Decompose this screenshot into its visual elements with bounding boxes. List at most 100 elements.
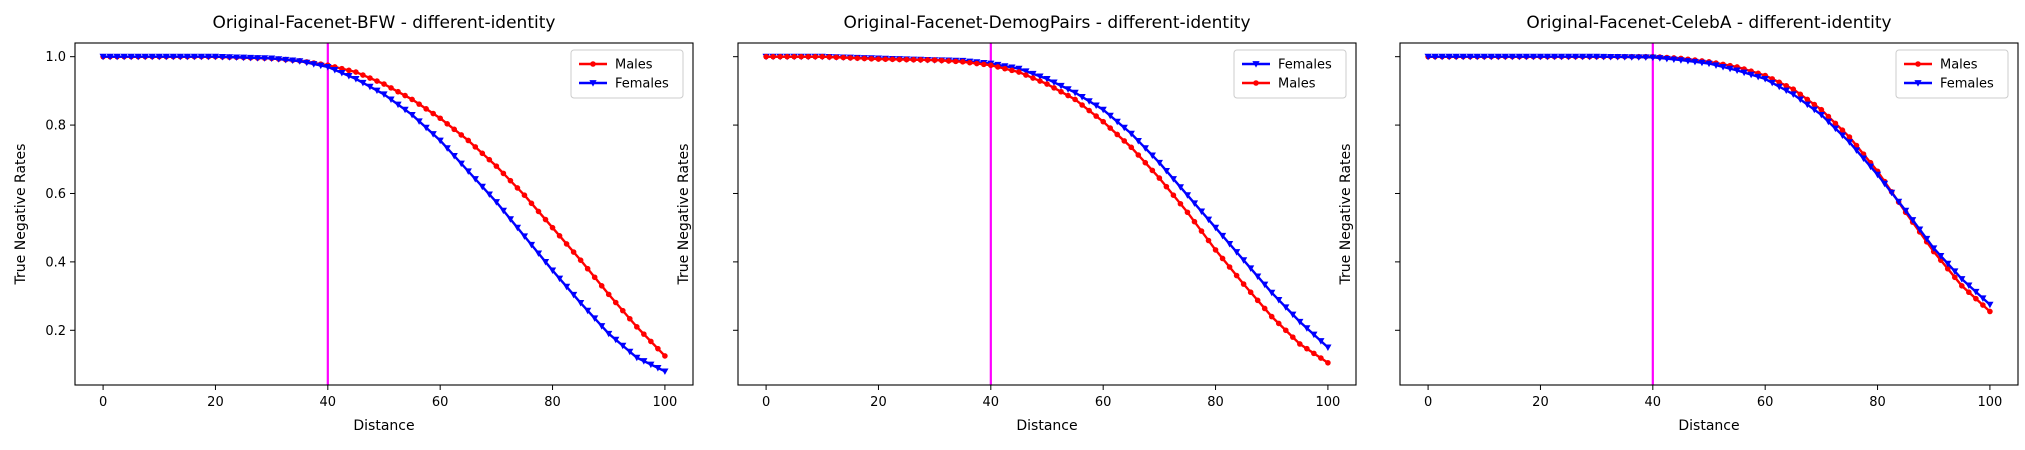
data-point xyxy=(1866,163,1875,171)
data-point xyxy=(847,55,854,61)
x-tick-label: 80 xyxy=(544,395,561,410)
data-point xyxy=(1311,350,1317,357)
data-point xyxy=(570,291,578,299)
data-point xyxy=(310,61,318,68)
data-point xyxy=(451,126,458,133)
chart-title: Original-Facenet-DemogPairs - different-… xyxy=(843,13,1250,33)
x-axis-label: Distance xyxy=(1016,418,1077,434)
legend-entry-males: Males xyxy=(1242,77,1316,92)
data-point xyxy=(952,58,959,65)
data-point xyxy=(500,170,507,177)
data-point xyxy=(1002,65,1008,72)
data-point xyxy=(1085,98,1093,105)
data-point xyxy=(1649,54,1657,61)
data-point xyxy=(1923,235,1931,243)
data-point xyxy=(1761,76,1769,83)
data-point xyxy=(980,61,987,68)
legend-box xyxy=(1233,49,1347,99)
data-point xyxy=(1318,355,1324,361)
data-point xyxy=(1986,301,1994,309)
data-point xyxy=(1211,224,1220,232)
data-point xyxy=(1452,53,1460,61)
data-point xyxy=(1536,53,1545,61)
data-point xyxy=(1733,67,1741,74)
data-point xyxy=(1508,53,1516,61)
data-point xyxy=(1107,125,1114,131)
data-point xyxy=(662,353,668,359)
data-point xyxy=(282,56,290,64)
data-point xyxy=(1670,56,1678,64)
data-point xyxy=(415,118,423,125)
data-point xyxy=(1310,331,1318,339)
data-point xyxy=(1873,171,1882,179)
data-point xyxy=(1057,82,1065,90)
data-point xyxy=(388,85,394,91)
x-tick-label: 100 xyxy=(1315,395,1340,410)
data-point xyxy=(1937,253,1945,260)
data-point xyxy=(1705,60,1713,68)
data-point xyxy=(317,62,325,70)
data-point xyxy=(352,76,360,83)
data-point xyxy=(1916,226,1924,233)
data-point xyxy=(436,137,444,145)
data-point xyxy=(1176,184,1185,191)
data-point xyxy=(289,57,297,65)
data-point xyxy=(493,163,500,169)
x-axis-label: Distance xyxy=(1678,418,1739,434)
legend: Males Females xyxy=(1895,49,2009,99)
y-tick-label: 0.2 xyxy=(45,324,66,339)
legend-entry-females: Females xyxy=(579,77,669,92)
x-tick-label: 60 xyxy=(1095,395,1112,410)
data-point xyxy=(1247,265,1255,272)
series-line xyxy=(103,55,666,357)
legend-marker xyxy=(1253,80,1259,86)
data-point xyxy=(605,291,612,298)
legend-label: Males xyxy=(1278,77,1316,92)
data-point xyxy=(1768,79,1776,87)
data-point xyxy=(253,55,262,62)
data-point xyxy=(1205,237,1212,244)
data-point xyxy=(1424,53,1432,61)
data-point xyxy=(549,224,556,231)
data-point xyxy=(1051,85,1057,91)
data-point xyxy=(1134,138,1142,145)
data-point xyxy=(479,150,486,157)
data-point xyxy=(1783,82,1790,89)
x-tick-label: 100 xyxy=(652,395,677,410)
data-point xyxy=(1135,152,1142,158)
legend-entry-males: Males xyxy=(1904,58,1978,73)
data-point xyxy=(1015,65,1023,73)
data-point xyxy=(1078,93,1086,101)
data-point xyxy=(1621,54,1629,61)
data-point xyxy=(1790,86,1797,92)
data-point xyxy=(1887,189,1896,197)
data-point xyxy=(619,307,626,314)
data-point xyxy=(945,58,952,64)
data-point xyxy=(655,345,661,352)
data-point xyxy=(268,55,276,62)
data-point xyxy=(1789,91,1797,98)
data-point xyxy=(1296,318,1304,326)
x-tick-label: 60 xyxy=(1757,395,1774,410)
data-point xyxy=(296,58,304,65)
data-point xyxy=(499,207,507,215)
data-point xyxy=(1838,132,1847,139)
data-point xyxy=(1275,320,1282,327)
data-point xyxy=(1058,88,1064,95)
x-tick-label: 0 xyxy=(1424,395,1432,410)
data-point xyxy=(1811,101,1818,108)
data-point xyxy=(542,216,549,223)
data-point xyxy=(1282,304,1290,311)
data-point xyxy=(225,54,234,61)
data-point xyxy=(1782,87,1790,95)
data-point xyxy=(1677,57,1685,64)
x-tick-label: 20 xyxy=(870,395,887,410)
data-point xyxy=(1197,208,1206,216)
x-tick-label: 20 xyxy=(207,395,224,410)
data-point xyxy=(239,54,248,62)
data-point xyxy=(1072,96,1078,103)
data-point xyxy=(1973,295,1979,302)
data-point xyxy=(535,208,542,215)
data-point xyxy=(1846,134,1853,140)
data-point xyxy=(359,79,367,87)
